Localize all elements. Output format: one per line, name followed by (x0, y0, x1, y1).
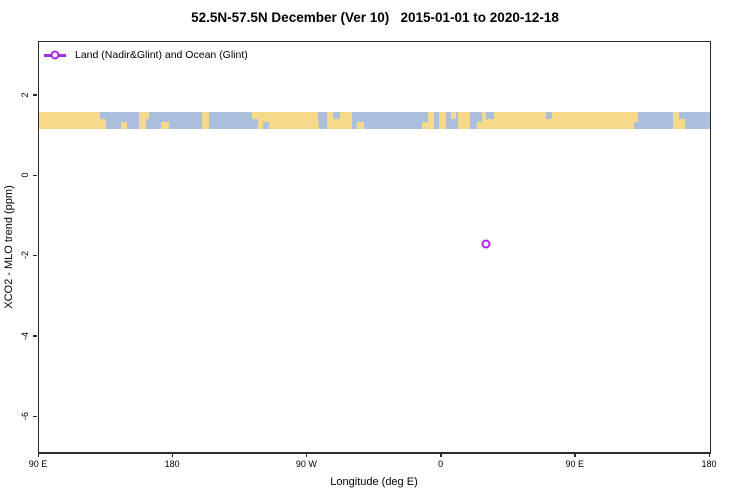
legend: Land (Nadir&Glint) and Ocean (Glint) (44, 47, 248, 63)
coastline-notch (121, 121, 127, 129)
coastline-notch (477, 121, 484, 129)
x-axis-title: Longitude (deg E) (330, 476, 418, 488)
map-land-segment (201, 111, 209, 129)
coastline-notch (161, 121, 169, 129)
map-ocean-segment (146, 111, 202, 129)
y-tick-mark (33, 415, 37, 418)
map-land-segment (138, 111, 147, 129)
legend-marker-icon (44, 50, 66, 60)
y-tick-mark (33, 254, 37, 257)
y-tick-label: -2 (20, 251, 30, 260)
y-axis-title: XCO2 - MLO trend (ppm) (3, 185, 15, 309)
y-tick-label: -6 (20, 412, 30, 421)
map-land-segment (438, 111, 447, 129)
map-ocean-segment (434, 111, 439, 129)
coastline-notch (486, 111, 494, 119)
x-tick-label: 90 E (565, 459, 585, 469)
y-tick-mark (33, 335, 37, 337)
y-tick-label: 2 (20, 92, 30, 98)
plot-area: Land (Nadir&Glint) and Ocean (Glint) (38, 41, 711, 454)
map-land-segment (481, 111, 639, 129)
x-tick-label: 180 (164, 459, 180, 469)
y-tick-mark (33, 94, 37, 96)
x-tick-label: 90 W (295, 459, 317, 469)
coastline-notch (252, 111, 260, 119)
coastline-notch (332, 111, 341, 119)
legend-circle-icon (50, 50, 60, 60)
y-tick-mark (33, 174, 37, 176)
map-ocean-segment (352, 111, 429, 129)
map-ocean-segment (469, 111, 482, 129)
x-tick-mark (440, 453, 442, 457)
x-tick-label: 0 (438, 459, 444, 469)
map-land-segment (458, 111, 470, 129)
coastline-notch (143, 111, 150, 119)
map-ocean-segment (106, 111, 139, 129)
coastline-notch (545, 111, 552, 119)
coastline-notch (100, 111, 108, 119)
chart-title: 52.5N-57.5N December (Ver 10) 2015-01-01… (191, 10, 559, 25)
x-tick-mark (708, 453, 710, 457)
coastline-notch (633, 121, 642, 129)
map-land-segment (428, 111, 435, 129)
legend-label: Land (Nadir&Glint) and Ocean (Glint) (75, 49, 248, 61)
map-ocean-segment (638, 111, 673, 129)
x-tick-mark (171, 453, 174, 457)
coastline-notch (313, 121, 320, 129)
y-tick-label: 0 (20, 172, 30, 178)
x-tick-label: 180 (701, 459, 717, 469)
coastline-notch (678, 111, 685, 119)
map-ocean-segment (208, 111, 259, 129)
map-ocean-segment (684, 111, 710, 129)
map-ocean-segment (446, 111, 458, 129)
x-tick-mark (574, 453, 576, 457)
coastline-notch (356, 121, 365, 129)
map-ocean-segment (317, 111, 327, 129)
map-land-segment (39, 111, 107, 129)
x-tick-mark (37, 453, 39, 457)
y-tick-label: -4 (20, 331, 30, 340)
coastline-notch (262, 121, 269, 129)
world-map-band (39, 111, 710, 129)
map-land-segment (258, 111, 318, 129)
data-point (481, 239, 491, 249)
coastline-notch (422, 121, 429, 129)
x-tick-label: 90 E (28, 459, 48, 469)
coastline-notch (450, 111, 457, 119)
map-land-segment (672, 111, 685, 129)
x-tick-mark (305, 453, 308, 457)
